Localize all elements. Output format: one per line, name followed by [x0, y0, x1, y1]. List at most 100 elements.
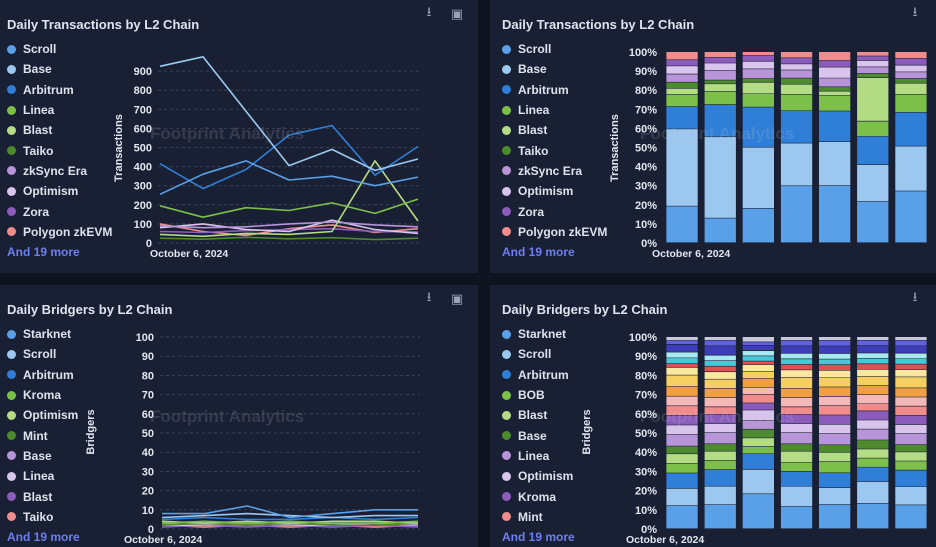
legend-item[interactable]: Taiko: [7, 140, 112, 160]
legend-label: Taiko: [518, 143, 549, 158]
legend-label: Linea: [518, 103, 550, 118]
legend-item[interactable]: Scroll: [7, 39, 112, 59]
legend-item[interactable]: Polygon zkEVM: [502, 222, 607, 242]
bar-segment: [780, 52, 813, 58]
legend-item[interactable]: Arbitrum: [7, 80, 112, 100]
legend-item[interactable]: zkSync Era: [502, 161, 607, 181]
bar-segment: [704, 451, 736, 461]
legend-swatch: [7, 492, 16, 502]
legend-item[interactable]: Scroll: [502, 39, 607, 59]
bar-segment: [819, 396, 851, 406]
download-icon[interactable]: ⭳: [426, 289, 432, 304]
bar-segment: [780, 353, 813, 359]
legend-item[interactable]: Base: [7, 59, 112, 79]
legend-item[interactable]: Base: [502, 425, 575, 445]
bar-segment: [704, 407, 736, 414]
legend-more-link[interactable]: And 19 more: [7, 244, 80, 259]
legend-item[interactable]: Zora: [7, 201, 112, 221]
bar-segment: [857, 503, 889, 529]
bar-segment: [819, 95, 851, 111]
bar-segment: [780, 433, 813, 444]
legend-item[interactable]: Base: [7, 446, 80, 466]
legend-more-link[interactable]: And 19 more: [7, 529, 80, 544]
legend-item[interactable]: Kroma: [7, 385, 80, 405]
bar-segment: [780, 94, 813, 111]
legend-item[interactable]: Starknet: [7, 324, 80, 344]
series-line: [161, 516, 419, 521]
legend-more-link[interactable]: And 19 more: [502, 244, 575, 259]
legend-item[interactable]: Base: [502, 59, 607, 79]
legend-item[interactable]: zkSync Era: [7, 161, 112, 181]
legend-item[interactable]: Linea: [7, 100, 112, 120]
legend-swatch: [502, 390, 511, 400]
legend-item[interactable]: Blast: [502, 405, 575, 425]
download-icon[interactable]: ⭳: [912, 4, 918, 19]
api-icon[interactable]: ▣: [450, 291, 464, 306]
bar-segment: [857, 164, 889, 202]
series-line: [161, 512, 418, 519]
legend-item[interactable]: Optimism: [502, 466, 575, 486]
api-icon[interactable]: ▣: [450, 6, 464, 21]
x-tick-label: October 6, 2024: [124, 534, 202, 546]
download-icon[interactable]: ⭳: [426, 4, 432, 19]
legend-item[interactable]: Taiko: [502, 140, 607, 160]
legend-item[interactable]: Zora: [502, 201, 607, 221]
legend-item[interactable]: Optimism: [502, 181, 607, 201]
watermark: Footprint Analytics: [150, 124, 305, 143]
bar-segment: [704, 379, 736, 389]
bar-segment: [857, 395, 889, 404]
y-axis-label: Bridgers: [85, 409, 97, 454]
bar-segment: [857, 201, 889, 243]
legend-label: Blast: [518, 123, 548, 138]
legend-item[interactable]: Mint: [7, 425, 80, 445]
legend-swatch: [7, 166, 16, 176]
legend-item[interactable]: Linea: [502, 100, 607, 120]
y-tick-label: 0: [148, 524, 154, 536]
bar-segment: [857, 449, 889, 458]
series-line: [159, 219, 419, 235]
legend-swatch: [7, 431, 16, 441]
legend-item[interactable]: Arbitrum: [502, 365, 575, 385]
bar-segment: [780, 414, 813, 424]
bar-segment: [895, 146, 927, 191]
legend-item[interactable]: Optimism: [7, 181, 112, 201]
bar-segment: [895, 406, 927, 415]
legend-item[interactable]: Linea: [7, 466, 80, 486]
legend-item[interactable]: Blast: [7, 486, 80, 506]
legend: Scroll Base Arbitrum Linea Blast Taiko zkSync …: [7, 39, 112, 262]
legend-item[interactable]: Arbitrum: [502, 80, 607, 100]
legend-item[interactable]: Kroma: [502, 486, 575, 506]
bar-segment: [780, 346, 813, 353]
bar-segment: [742, 403, 774, 410]
legend-item[interactable]: Blast: [502, 120, 607, 140]
series-line: [159, 223, 419, 237]
legend-item[interactable]: BOB: [502, 385, 575, 405]
legend-label: Arbitrum: [518, 82, 569, 97]
bar-segment: [819, 353, 851, 359]
legend-item[interactable]: Starknet: [502, 324, 575, 344]
legend-item[interactable]: Taiko: [7, 507, 80, 527]
legend-swatch: [7, 105, 16, 115]
legend-item[interactable]: Linea: [502, 446, 575, 466]
legend-item[interactable]: Arbitrum: [7, 365, 80, 385]
bar-segment: [742, 494, 774, 529]
bar-segment: [742, 94, 774, 107]
bar-segment: [780, 143, 813, 186]
y-tick-label: 0%: [641, 524, 657, 536]
legend-more-link[interactable]: And 19 more: [502, 529, 575, 544]
legend-label: Base: [23, 62, 52, 77]
bar-segment: [819, 78, 851, 87]
legend-item[interactable]: Scroll: [502, 344, 575, 364]
download-icon[interactable]: ⭳: [912, 289, 918, 304]
legend-item[interactable]: Polygon zkEVM: [7, 222, 112, 242]
bar-segment: [819, 346, 851, 354]
y-tick-label: 70%: [635, 390, 657, 402]
bar-segment: [895, 79, 927, 83]
legend-item[interactable]: Scroll: [7, 344, 80, 364]
bar-segment: [819, 67, 851, 78]
legend-item[interactable]: Blast: [7, 120, 112, 140]
legend-item[interactable]: Optimism: [7, 405, 80, 425]
legend-label: Zora: [518, 204, 545, 219]
bar-segment: [666, 396, 698, 406]
legend-item[interactable]: Mint: [502, 507, 575, 527]
